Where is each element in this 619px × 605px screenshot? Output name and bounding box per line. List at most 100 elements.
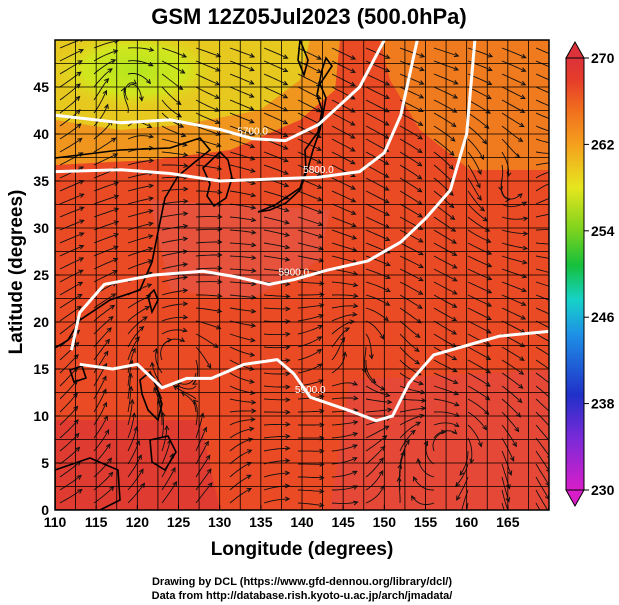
streamline [59,282,83,296]
streamline [127,222,153,231]
streamline [263,485,290,491]
x-tick-label: 145 [331,514,355,530]
streamline-arrow [477,195,482,201]
streamline-arrow [350,172,356,177]
streamline-arrow [519,342,526,348]
streamline [263,86,288,99]
streamline [93,40,119,49]
streamline-arrow [283,157,289,163]
streamline-arrow [113,220,120,226]
streamline [501,489,509,510]
streamline-arrow [250,417,256,422]
streamline [433,281,457,295]
streamline-arrow [217,252,223,258]
streamline-arrow [385,287,391,292]
streamline-arrow [77,281,84,287]
streamline [535,502,541,510]
streamline [161,303,188,309]
streamline-arrow [79,219,85,225]
streamline [93,457,112,478]
streamline [501,281,527,292]
streamline-arrow [319,422,325,428]
streamline-arrow [384,211,390,216]
streamline-arrow [319,394,325,400]
footer-credit: Drawing by DCL (https://www.gfd-dennou.o… [152,576,452,588]
streamline-arrow [418,380,424,386]
streamline-arrow [383,160,390,165]
streamline-arrow [138,96,144,102]
streamline [467,333,491,347]
y-tick-label: 40 [33,126,49,142]
streamline-arrow [110,58,117,64]
streamline-arrow [250,390,256,396]
streamline-arrow [148,133,155,139]
streamline [501,268,527,278]
streamline [501,190,523,200]
streamline-arrow [512,441,517,448]
streamline-arrow [78,269,84,275]
streamline [161,481,177,504]
streamline [501,372,523,389]
x-tick-label: 140 [290,514,314,530]
streamline [127,60,153,67]
streamline-arrow [549,426,553,430]
streamline-arrow [138,468,144,474]
streamline-arrow [134,336,140,342]
streamline [229,164,255,173]
streamline-arrow [249,93,255,98]
streamline [59,257,84,270]
streamline [365,320,384,340]
colorbar-tick-label: 246 [591,309,615,325]
colorbar-tick-label: 254 [591,223,615,239]
streamline [331,216,356,227]
streamline [93,120,113,140]
streamline-arrow [415,421,422,427]
streamline [127,326,144,348]
streamline-arrow [351,222,357,228]
streamline-arrow [556,194,560,198]
streamline [399,255,424,268]
streamline-arrow [451,108,458,113]
streamline [229,294,256,299]
streamline-arrow [555,94,559,98]
streamline-arrow [378,470,384,476]
streamline-arrow [557,152,561,156]
streamline [501,60,526,72]
streamline [501,242,528,250]
streamline-arrow [418,290,424,295]
streamline [93,270,118,283]
streamline [263,47,288,59]
streamline [93,429,109,452]
streamline-arrow [182,301,189,307]
streamline [331,229,357,240]
streamline-arrow [76,71,82,77]
streamline-arrow [149,361,155,368]
streamline-arrow [113,233,120,238]
streamline-arrow [102,89,108,96]
streamline-arrow [112,257,119,263]
streamline-arrow [214,107,221,112]
streamline [365,359,376,383]
streamline [501,411,519,432]
streamline-arrow [104,429,110,435]
wind-streamlines [59,40,561,510]
streamline [93,293,116,309]
streamline [433,99,457,113]
streamline-arrow [557,243,561,247]
streamline [196,294,222,297]
streamline-arrow [453,52,460,58]
streamline-arrow [555,107,559,111]
y-axis-ticks: 0 5 10 15 20 25 30 35 40 45 [33,79,60,518]
streamline-arrow [182,152,189,158]
streamline-arrow [192,399,199,405]
streamline [535,198,549,205]
streamline-arrow [459,470,465,476]
streamline-arrow [317,209,324,214]
streamline [127,295,151,309]
streamline [161,425,168,452]
streamline-arrow [451,329,458,335]
streamline-arrow [417,148,423,154]
streamline [59,294,82,309]
coast-taiwan [147,288,159,315]
streamline-arrow [182,236,189,242]
